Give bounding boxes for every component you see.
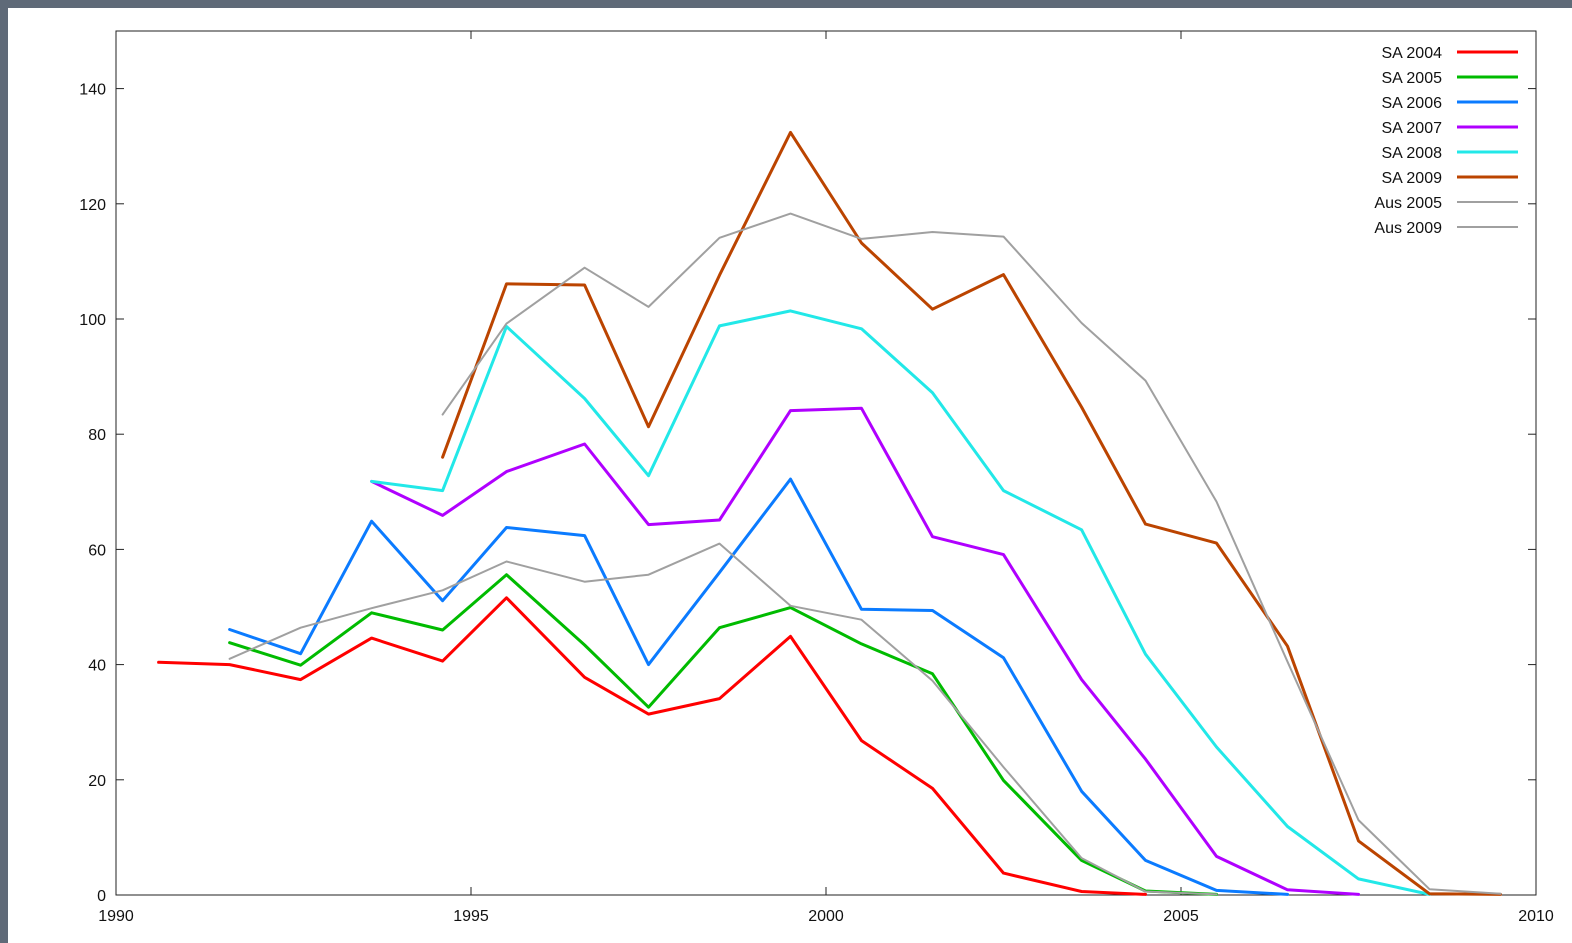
line-chart: 0 20 40 60 80 100 120 140 1990 1995 2000 2005 2010 S… — [79, 30, 1554, 925]
y-tick-label: 20 — [88, 773, 106, 790]
x-tick-label: 1990 — [98, 908, 134, 925]
legend-label-aus-2005: Aus 2005 — [1374, 195, 1442, 212]
axis-ticks: 0 20 40 60 80 100 120 140 1990 1995 2000 2005 2010 — [79, 31, 1554, 925]
y-tick-label: 120 — [79, 197, 106, 214]
series-line-sa-2007 — [370, 406, 1360, 896]
legend-label-sa-2004: SA 2004 — [1382, 45, 1443, 62]
series-layer — [157, 130, 1502, 896]
legend-label-aus-2009: Aus 2009 — [1374, 220, 1442, 237]
y-tick-label: 140 — [79, 82, 106, 99]
legend-label-sa-2007: SA 2007 — [1382, 120, 1443, 137]
series-line-aus-2009 — [441, 212, 1502, 895]
y-tick-label: 40 — [88, 658, 106, 675]
x-tick-label: 2005 — [1163, 908, 1199, 925]
y-tick-label: 80 — [88, 427, 106, 444]
legend-label-sa-2006: SA 2006 — [1382, 95, 1443, 112]
y-tick-label: 100 — [79, 312, 106, 329]
y-tick-label: 60 — [88, 542, 106, 559]
x-tick-label: 2000 — [808, 908, 844, 925]
y-tick-label: 0 — [97, 888, 106, 905]
legend-label-sa-2009: SA 2009 — [1382, 170, 1443, 187]
legend-label-sa-2005: SA 2005 — [1382, 70, 1443, 87]
legend: SA 2004 SA 2005 SA 2006 SA 2007 SA 2008 SA 20… — [1374, 45, 1518, 237]
series-line-sa-2005 — [228, 573, 1218, 896]
plot-area-border — [115, 30, 1537, 896]
series-line-sa-2009 — [441, 130, 1502, 896]
chart-frame: 0 20 40 60 80 100 120 140 1990 1995 2000 2005 2010 S… — [8, 8, 1572, 943]
series-line-sa-2004 — [157, 596, 1147, 896]
series-line-sa-2006 — [228, 477, 1289, 896]
series-line-aus-2005 — [228, 542, 1218, 896]
x-tick-label: 2010 — [1518, 908, 1554, 925]
series-line-sa-2008 — [370, 309, 1431, 896]
x-tick-label: 1995 — [453, 908, 489, 925]
legend-label-sa-2008: SA 2008 — [1382, 145, 1443, 162]
